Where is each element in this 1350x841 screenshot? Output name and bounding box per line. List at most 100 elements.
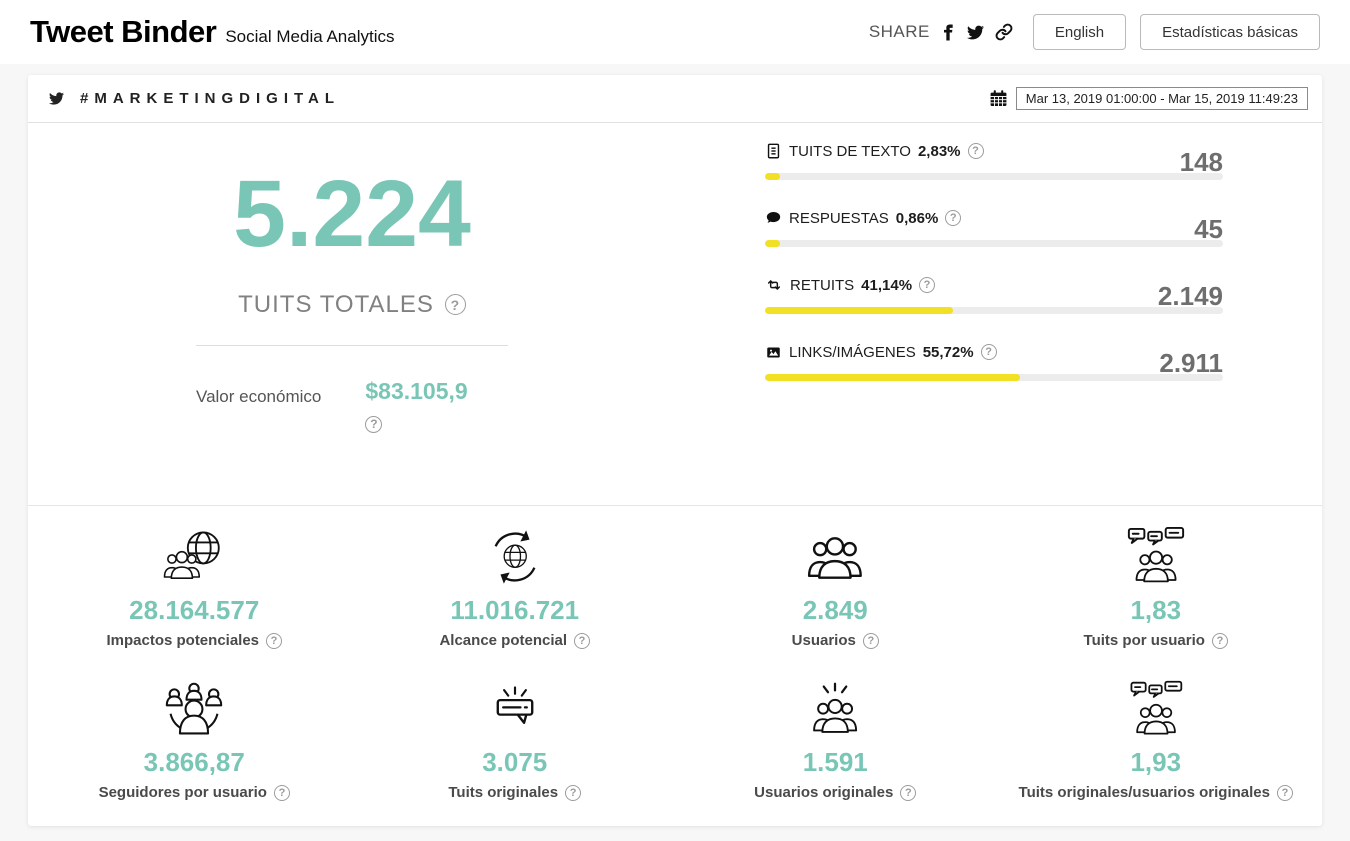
- metric-value: 1,93: [1130, 747, 1182, 777]
- language-button[interactable]: English: [1032, 14, 1127, 50]
- reply-icon: [765, 210, 782, 226]
- report-header: #MARKETINGDIGITAL Mar 13, 2019 01:00:00 …: [28, 75, 1322, 123]
- breakdown-value: 45: [1194, 214, 1223, 244]
- total-tweets-value: 5.224: [233, 161, 471, 267]
- metric-label: Usuarios: [791, 632, 856, 649]
- help-icon[interactable]: ?: [1276, 784, 1293, 801]
- metric-value: 1,83: [1130, 595, 1182, 625]
- help-icon[interactable]: ?: [980, 344, 997, 360]
- breakdown-row-links-images: LINKS/IMÁGENES 55,72% ? 2.911: [765, 341, 1223, 381]
- help-icon[interactable]: ?: [919, 277, 936, 293]
- breakdown-row-text-tweets: TUITS DE TEXTO 2,83% ? 148: [765, 140, 1223, 180]
- help-icon[interactable]: ?: [945, 210, 962, 226]
- help-icon[interactable]: ?: [1211, 632, 1228, 649]
- metric-seguidores-por-usuario: 3.866,87 Seguidores por usuario?: [34, 678, 355, 828]
- brand-title: Tweet Binder: [30, 14, 217, 49]
- basic-stats-button[interactable]: Estadísticas básicas: [1140, 14, 1320, 50]
- breakdown-label: RESPUESTAS: [789, 209, 889, 227]
- header-actions: SHARE English Estadísticas básicas: [869, 14, 1320, 50]
- help-icon[interactable]: ?: [444, 294, 466, 316]
- report-hashtag: #MARKETINGDIGITAL: [80, 90, 341, 107]
- metric-value: 3.075: [482, 747, 548, 777]
- totals-panel: 5.224 TUITS TOTALES ? Valor económico $8…: [42, 123, 662, 505]
- breakdown-row-retweets: RETUITS 41,14% ? 2.149: [765, 274, 1223, 314]
- followers-network-icon: [164, 678, 224, 740]
- metric-label: Impactos potenciales: [106, 632, 260, 649]
- breakdown-percent: 0,86%: [895, 209, 939, 227]
- economic-value-row: Valor económico $83.105,9 ?: [196, 378, 508, 433]
- breakdown-value: 148: [1179, 147, 1223, 177]
- economic-value-label: Valor económico: [196, 386, 322, 406]
- divider: [196, 344, 508, 346]
- twitter-icon[interactable]: [966, 24, 985, 41]
- metric-value: 3.866,87: [143, 747, 245, 777]
- share-group: SHARE: [869, 22, 1013, 42]
- metrics-grid: 28.164.577 Impactos potenciales? 11.016.…: [28, 505, 1322, 828]
- metric-value: 11.016.721: [450, 595, 580, 625]
- twitter-bird-icon: [48, 91, 65, 106]
- app-header: Tweet Binder Social Media Analytics SHAR…: [0, 0, 1350, 64]
- date-range-input[interactable]: Mar 13, 2019 01:00:00 - Mar 15, 2019 11:…: [1015, 87, 1308, 110]
- calendar-icon: [989, 89, 1008, 108]
- facebook-icon[interactable]: [940, 24, 956, 41]
- retweet-icon: [765, 277, 783, 293]
- brand-subtitle: Social Media Analytics: [225, 27, 395, 46]
- metric-label: Alcance potencial: [439, 632, 568, 649]
- metric-tuits-por-usuario: 1,83 Tuits por usuario?: [996, 526, 1317, 676]
- help-icon[interactable]: ?: [900, 784, 917, 801]
- metric-label: Seguidores por usuario: [98, 784, 267, 801]
- breakdown-label: TUITS DE TEXTO: [789, 142, 911, 160]
- breakdown-panel: TUITS DE TEXTO 2,83% ? 148 RESPUESTAS 0,…: [765, 123, 1223, 505]
- breakdown-label: RETUITS: [790, 276, 855, 294]
- users-chat-icon: [1125, 526, 1187, 588]
- breakdown-row-replies: RESPUESTAS 0,86% ? 45: [765, 207, 1223, 247]
- breakdown-percent: 2,83%: [917, 142, 961, 160]
- metric-label: Tuits por usuario: [1083, 632, 1205, 649]
- users-group-icon: [804, 526, 866, 588]
- metric-value: 28.164.577: [129, 595, 260, 625]
- breakdown-value: 2.149: [1157, 281, 1223, 311]
- progress-bar: [765, 307, 1223, 314]
- help-icon[interactable]: ?: [967, 143, 984, 159]
- help-icon[interactable]: ?: [862, 632, 879, 649]
- summary-section: 5.224 TUITS TOTALES ? Valor económico $8…: [28, 123, 1322, 505]
- globe-refresh-icon: [484, 526, 546, 588]
- metric-alcance-potencial: 11.016.721 Alcance potencial?: [355, 526, 676, 676]
- metric-impactos-potenciales: 28.164.577 Impactos potenciales?: [34, 526, 355, 676]
- metric-usuarios: 2.849 Usuarios?: [675, 526, 996, 676]
- progress-bar: [765, 240, 1223, 247]
- report-card: #MARKETINGDIGITAL Mar 13, 2019 01:00:00 …: [28, 75, 1322, 826]
- help-icon[interactable]: ?: [273, 784, 290, 801]
- breakdown-percent: 41,14%: [861, 276, 913, 294]
- breakdown-label: LINKS/IMÁGENES: [789, 343, 916, 361]
- links-images-icon: [765, 345, 782, 360]
- breakdown-percent: 55,72%: [922, 343, 974, 361]
- metric-tuits-originales: 3.075 Tuits originales?: [355, 678, 676, 828]
- link-icon[interactable]: [995, 23, 1013, 41]
- metric-value: 1.591: [802, 747, 868, 777]
- help-icon[interactable]: ?: [574, 632, 591, 649]
- metric-usuarios-originales: 1.591 Usuarios originales?: [675, 678, 996, 828]
- metric-label: Tuits originales/usuarios originales: [1018, 784, 1270, 801]
- progress-bar: [765, 173, 1223, 180]
- date-range-group: Mar 13, 2019 01:00:00 - Mar 15, 2019 11:…: [989, 87, 1308, 110]
- brand: Tweet Binder Social Media Analytics: [30, 14, 394, 50]
- globe-users-icon: [163, 526, 225, 588]
- users-rays-icon: [805, 678, 865, 740]
- help-icon[interactable]: ?: [266, 632, 283, 649]
- total-tweets-label: TUITS TOTALES: [238, 290, 434, 318]
- users-chat-icon: [1126, 678, 1186, 740]
- original-tweet-icon: [486, 678, 544, 740]
- breakdown-value: 2.911: [1159, 348, 1223, 378]
- metric-tuits-originales-usuarios-originales: 1,93 Tuits originales/usuarios originale…: [996, 678, 1317, 828]
- metric-label: Tuits originales: [448, 784, 559, 801]
- metric-label: Usuarios originales: [754, 784, 894, 801]
- hashtag-group: #MARKETINGDIGITAL: [42, 90, 340, 107]
- text-tweet-icon: [765, 142, 782, 160]
- help-icon[interactable]: ?: [365, 415, 383, 433]
- help-icon[interactable]: ?: [565, 784, 582, 801]
- share-label: SHARE: [868, 22, 930, 41]
- progress-bar: [765, 374, 1223, 381]
- metric-value: 2.849: [802, 595, 868, 625]
- economic-value: $83.105,9: [365, 377, 468, 404]
